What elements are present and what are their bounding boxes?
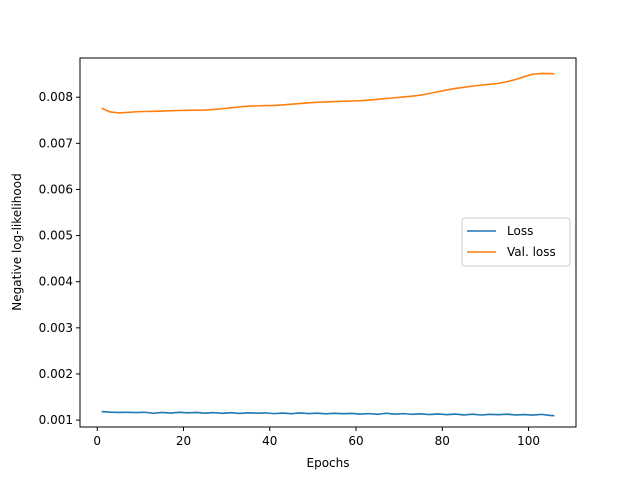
- y-tick-label: 0.003: [39, 321, 73, 335]
- legend-label-loss: Loss: [507, 224, 533, 238]
- series-line-loss: [101, 410, 555, 417]
- y-tick-label: 0.004: [39, 275, 73, 289]
- legend-label-val-loss: Val. loss: [507, 245, 556, 259]
- x-tick-label: 60: [348, 434, 363, 448]
- x-axis-label: Epochs: [307, 456, 350, 470]
- legend-box: [461, 217, 571, 267]
- y-tick-label: 0.006: [39, 182, 73, 196]
- legend: Loss Val. loss: [461, 217, 571, 267]
- y-tick-label: 0.002: [39, 367, 73, 381]
- x-tick-label: 100: [517, 434, 540, 448]
- x-tick-label: 20: [176, 434, 191, 448]
- y-tick-label: 0.001: [39, 413, 73, 427]
- series-layer: [101, 72, 555, 417]
- y-axis-label: Negative log-likelihood: [10, 173, 24, 310]
- plot-frame: [79, 57, 577, 428]
- y-tick-label: 0.007: [39, 136, 73, 150]
- x-tick-label: 40: [262, 434, 277, 448]
- x-tick-label: 0: [93, 434, 101, 448]
- y-tick-label: 0.005: [39, 229, 73, 243]
- y-axis-ticks: 0.001 0.002 0.003 0.004 0.005 0.006 0.007 0.008: [39, 90, 80, 427]
- series-line-val-loss: [101, 72, 555, 114]
- x-axis-ticks: 0 20 40 60 80 100: [93, 427, 540, 448]
- y-tick-label: 0.008: [39, 90, 73, 104]
- x-tick-label: 80: [435, 434, 450, 448]
